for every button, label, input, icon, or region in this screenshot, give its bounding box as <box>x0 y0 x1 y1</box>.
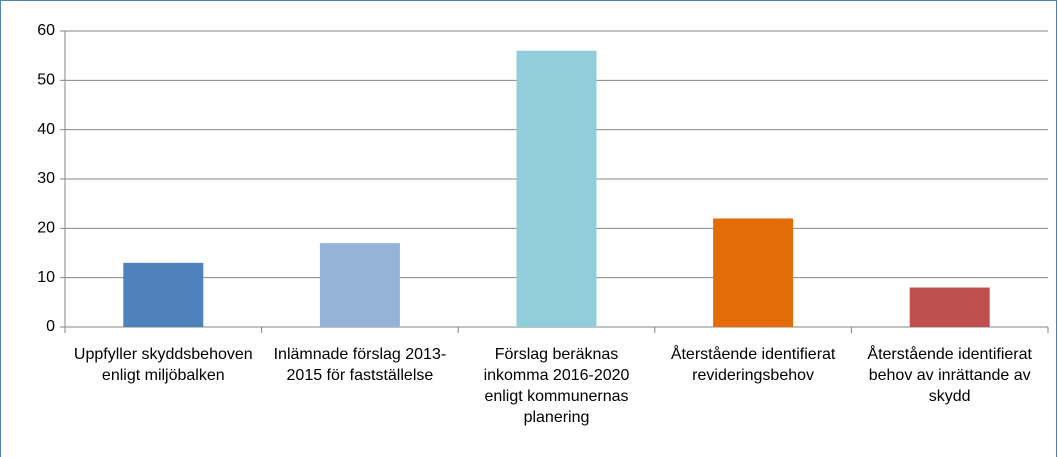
x-tick-label: Återstående identifierat revideringsbeho… <box>670 346 836 384</box>
x-tick-label: Inlämnade förslag 2013-2015 för faststäl… <box>273 346 447 384</box>
y-tick-label: 10 <box>37 269 55 286</box>
y-tick-label: 60 <box>37 22 55 39</box>
y-tick-label: 50 <box>37 72 55 89</box>
x-tick-label: Uppfyller skyddsbehoven enligt miljöbalk… <box>73 346 253 384</box>
bar <box>909 287 990 327</box>
y-tick-label: 30 <box>37 170 55 187</box>
bar <box>123 262 204 327</box>
bar <box>713 218 794 327</box>
y-tick-label: 20 <box>37 220 55 237</box>
x-tick-label: Förslag beräknas inkomma 2016-2020 enlig… <box>483 346 630 426</box>
bar <box>516 50 597 327</box>
x-tick-label: Återstående identifierat behov av inrätt… <box>867 346 1032 405</box>
y-tick-label: 0 <box>46 318 55 335</box>
bar <box>319 243 400 327</box>
y-tick-label: 40 <box>37 121 55 138</box>
